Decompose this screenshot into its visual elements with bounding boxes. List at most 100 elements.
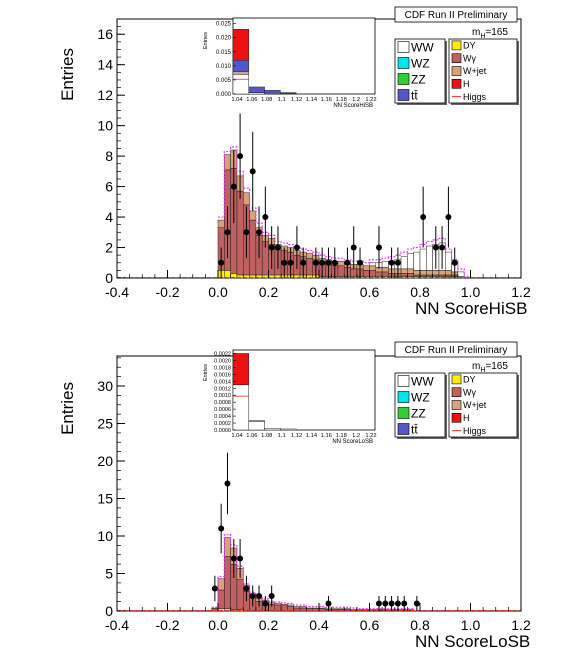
x-tick-label: 1.0 xyxy=(461,284,481,300)
data-point xyxy=(413,600,420,607)
data-point xyxy=(224,480,231,487)
histogram-bin-wjet xyxy=(274,603,282,606)
data-point xyxy=(350,244,357,251)
inset-x-tick-label: 1.2 xyxy=(352,97,360,103)
data-point xyxy=(218,525,225,532)
histogram-bin-ww xyxy=(381,260,389,268)
data-point xyxy=(256,593,263,599)
data-point xyxy=(211,585,218,592)
histogram-bin-wjet xyxy=(280,604,288,606)
legend-swatch xyxy=(397,407,410,419)
histogram-bin-ww xyxy=(407,253,414,270)
data-point xyxy=(344,259,351,266)
inset-y-axis-label: Entries xyxy=(203,32,209,49)
data-point xyxy=(230,183,237,190)
data-point xyxy=(287,259,294,266)
histogram-bin-wgamma xyxy=(236,579,244,610)
histogram-bin-ww xyxy=(426,245,433,271)
inset-x-tick-label: 1.04 xyxy=(231,433,243,439)
inset-x-tick-label: 1.22 xyxy=(365,97,376,103)
data-point xyxy=(394,259,401,266)
data-point xyxy=(451,259,458,266)
histogram-bin-wjet xyxy=(293,606,301,609)
data-point xyxy=(293,244,300,251)
inset-chart: 0.00000.00020.00040.00060.00080.00100.00… xyxy=(203,349,377,445)
inset-x-tick-label: 1.12 xyxy=(291,433,302,439)
legend-swatch xyxy=(397,57,410,69)
data-point xyxy=(268,593,275,599)
legend-label: H xyxy=(463,79,470,89)
legend-label: WW xyxy=(411,40,434,54)
legend-label: WZ xyxy=(411,390,430,404)
histogram-bin-ww xyxy=(445,251,452,271)
inset-y-tick-label: 0.0002 xyxy=(214,421,231,427)
x-tick-label: 0.0 xyxy=(208,284,228,300)
banner-box xyxy=(394,341,518,358)
histogram-bin-wgamma xyxy=(350,268,358,277)
histogram-bin-wjet xyxy=(344,608,351,610)
data-point xyxy=(388,600,395,607)
histogram-bin-wgamma xyxy=(369,270,377,277)
y-tick-label: 2 xyxy=(105,240,113,256)
legend-swatch xyxy=(451,40,462,51)
inset-y-tick-label: 0.0022 xyxy=(214,351,231,357)
inset-bin-signal xyxy=(232,29,250,61)
y-axis-label: Entries xyxy=(58,48,77,101)
histogram-bin-wjet xyxy=(306,607,313,609)
inset-frame xyxy=(232,17,376,95)
y-tick-label: 8 xyxy=(105,148,113,164)
inset-y-tick-label: 0.015 xyxy=(216,50,232,56)
inset-x-tick-label: 1.1 xyxy=(278,97,286,103)
legend-swatch xyxy=(397,423,410,435)
data-point xyxy=(237,555,244,562)
data-point xyxy=(268,244,275,251)
histogram-bin-wjet xyxy=(249,210,257,221)
y-tick-label: 25 xyxy=(97,416,113,432)
data-point xyxy=(401,600,408,607)
histogram-bin-wgamma xyxy=(280,605,288,611)
data-point xyxy=(331,259,338,266)
inset-y-tick-label: 0.0006 xyxy=(214,407,231,413)
data-point xyxy=(237,153,244,160)
y-tick-label: 20 xyxy=(97,453,113,469)
y-tick-label: 15 xyxy=(97,491,113,507)
legend-swatch xyxy=(451,387,462,398)
data-point xyxy=(325,259,332,266)
legend-label: W+jet xyxy=(463,66,487,76)
inset-x-tick-label: 1.04 xyxy=(231,97,243,103)
legend-swatch xyxy=(397,89,410,101)
inset-bin-other xyxy=(280,428,297,431)
inset-x-tick-label: 1.18 xyxy=(336,97,347,103)
x-tick-label: 1.2 xyxy=(511,284,531,300)
legend-label: Higgs xyxy=(463,426,487,436)
chart-panel-bottom: 0 5 10 15 20 25 30 -0.4 -0.2 0.0 0.2 0.4 0.6 0.8 1.0 1.… xyxy=(58,341,531,651)
histogram-bin-wjet xyxy=(318,607,326,609)
x-tick-label: -0.2 xyxy=(155,617,179,633)
x-tick-label: 0.4 xyxy=(309,617,329,633)
data-point xyxy=(325,600,332,607)
legend-label: DY xyxy=(463,375,476,385)
inset-y-tick-label: 0.0000 xyxy=(214,428,231,434)
inset-bin-signal xyxy=(232,353,250,386)
banner-box xyxy=(394,6,518,23)
inset-bin-other xyxy=(232,74,250,95)
inset-bin-other xyxy=(264,428,281,431)
inset-x-tick-label: 1.1 xyxy=(278,433,286,439)
histogram-bin-wgamma xyxy=(407,273,414,277)
legend-label: tt̄ xyxy=(411,422,418,436)
legend-swatch xyxy=(451,79,462,89)
data-point xyxy=(432,244,439,251)
legend-label: WW xyxy=(411,374,434,388)
x-tick-label: 0.2 xyxy=(259,617,279,633)
inset-x-tick-label: 1.08 xyxy=(261,433,272,439)
y-tick-label: 16 xyxy=(97,26,113,42)
x-tick-label: 0.6 xyxy=(360,617,380,633)
x-tick-label: 0.8 xyxy=(410,617,430,633)
x-tick-label: -0.2 xyxy=(155,284,179,300)
histogram-bin-wjet xyxy=(445,270,452,276)
inset-chart: 0.000 0.005 0.010 0.015 0.020 0.025 1.04 1.06 1.… xyxy=(203,17,377,109)
histogram-bin-wgamma xyxy=(306,257,313,276)
legend-swatch xyxy=(451,400,462,410)
data-point xyxy=(420,214,427,221)
